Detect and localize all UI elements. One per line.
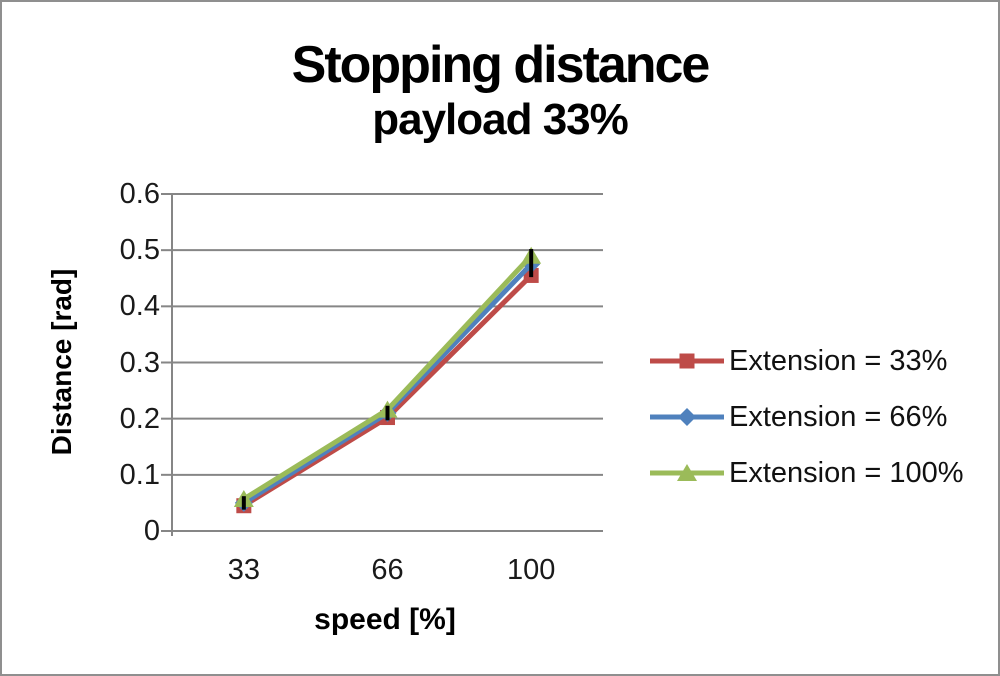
y-tick-label: 0.5 <box>119 234 160 267</box>
series-line-3 <box>242 254 533 502</box>
chart-title: Stopping distance <box>291 36 711 94</box>
y-tick-label: 0.4 <box>119 290 160 323</box>
chart-subtitle: payload 33% <box>372 95 629 144</box>
y-tick-label: 0.6 <box>119 178 160 210</box>
x-tick-label: 33 <box>227 554 260 586</box>
y-tick-label: 0 <box>143 515 160 547</box>
x-tick-label: 66 <box>371 554 404 586</box>
x-tick-label: 100 <box>506 554 556 586</box>
legend-item: Extension = 33% <box>648 333 964 389</box>
legend-label: Extension = 33% <box>729 344 948 377</box>
y-axis-title: Distance [rad] <box>46 268 77 456</box>
legend-key-icon <box>650 408 724 426</box>
diamond-marker <box>678 408 696 426</box>
y-tick-label: 0.1 <box>119 458 160 491</box>
legend-key-icon <box>650 464 724 481</box>
legend-label: Extension = 66% <box>729 400 948 433</box>
y-tick-label: 0.3 <box>119 346 160 379</box>
legend-key-icon <box>650 353 724 369</box>
legend-item: Extension = 100% <box>648 445 964 501</box>
legend-label: Extension = 100% <box>729 456 964 489</box>
square-marker <box>679 353 695 369</box>
triangle-marker <box>677 464 697 481</box>
y-tick-label: 0.2 <box>119 402 160 435</box>
legend-item: Extension = 66% <box>648 389 964 445</box>
legend: Extension = 33% Extension = 66% Extension … <box>648 333 964 501</box>
x-axis-title: speed [%] <box>314 603 456 636</box>
